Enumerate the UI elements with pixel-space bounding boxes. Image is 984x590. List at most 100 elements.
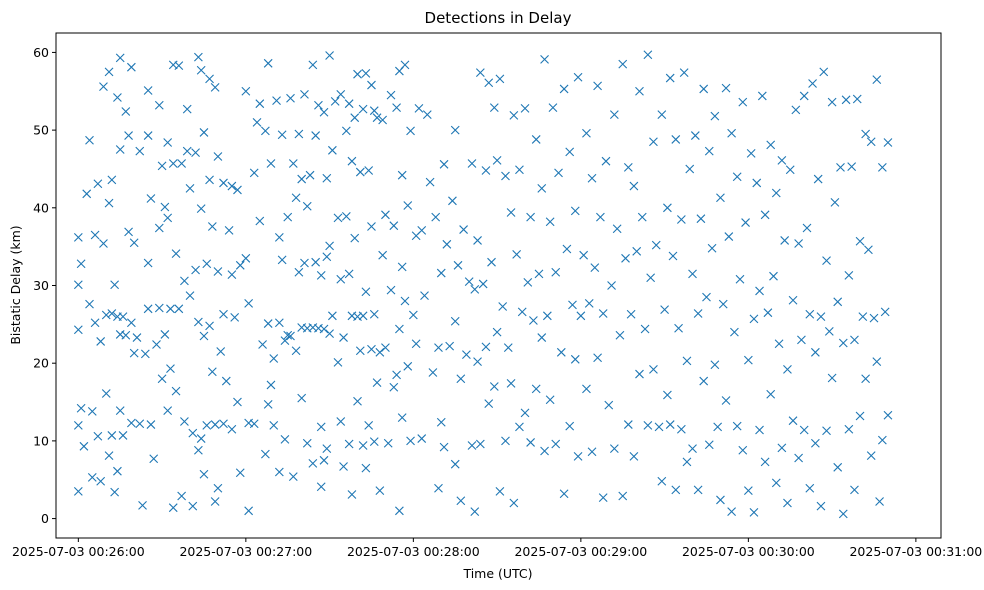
data-point bbox=[135, 419, 145, 429]
data-point bbox=[810, 438, 820, 448]
data-point bbox=[827, 97, 837, 107]
data-point bbox=[632, 246, 642, 256]
data-point bbox=[637, 212, 647, 222]
data-point bbox=[110, 487, 120, 497]
data-point bbox=[802, 223, 812, 233]
data-point bbox=[369, 309, 379, 319]
data-point bbox=[844, 424, 854, 434]
data-point bbox=[880, 307, 890, 317]
data-point bbox=[110, 280, 120, 290]
data-point bbox=[506, 379, 516, 388]
data-point bbox=[805, 309, 815, 319]
data-point bbox=[104, 67, 114, 77]
data-point bbox=[249, 419, 259, 429]
data-point bbox=[375, 486, 385, 495]
chart-title: Detections in Delay bbox=[425, 9, 572, 27]
data-point bbox=[850, 485, 859, 495]
data-point bbox=[361, 287, 371, 297]
data-point bbox=[470, 284, 480, 294]
data-point bbox=[274, 467, 284, 477]
data-point bbox=[316, 422, 326, 432]
data-point bbox=[492, 327, 502, 337]
data-point bbox=[73, 232, 83, 242]
data-point bbox=[763, 308, 773, 318]
data-point bbox=[436, 268, 446, 278]
data-point bbox=[400, 296, 410, 306]
data-point bbox=[805, 483, 815, 493]
data-point bbox=[702, 292, 711, 302]
data-point bbox=[76, 259, 86, 269]
data-point bbox=[559, 84, 569, 94]
data-point bbox=[244, 506, 254, 516]
data-point bbox=[235, 468, 245, 478]
data-point bbox=[797, 335, 806, 345]
data-point bbox=[660, 305, 670, 314]
data-point bbox=[417, 434, 427, 443]
data-point bbox=[367, 344, 376, 354]
data-point bbox=[227, 270, 237, 280]
data-point bbox=[864, 245, 873, 255]
data-point bbox=[219, 309, 228, 319]
data-point bbox=[152, 340, 161, 349]
data-point bbox=[163, 138, 173, 147]
data-point bbox=[319, 455, 329, 465]
data-point bbox=[93, 431, 103, 441]
data-point bbox=[263, 399, 273, 409]
data-point bbox=[182, 104, 192, 114]
data-point bbox=[397, 262, 407, 272]
data-point bbox=[327, 145, 337, 155]
data-point bbox=[794, 453, 804, 463]
data-point bbox=[822, 256, 831, 266]
data-point bbox=[877, 163, 887, 172]
data-point bbox=[456, 496, 466, 506]
data-point bbox=[752, 178, 762, 188]
data-point bbox=[378, 250, 388, 260]
data-point bbox=[113, 93, 122, 102]
data-point bbox=[369, 437, 379, 447]
data-point bbox=[174, 304, 184, 314]
data-point bbox=[629, 181, 639, 191]
data-point bbox=[721, 396, 731, 405]
data-point bbox=[188, 501, 198, 511]
data-point bbox=[615, 330, 625, 340]
data-point bbox=[540, 446, 549, 456]
data-point bbox=[395, 506, 404, 516]
data-point bbox=[288, 159, 298, 168]
data-point bbox=[783, 365, 792, 374]
data-point bbox=[526, 212, 535, 222]
data-point bbox=[593, 81, 602, 91]
data-point bbox=[193, 317, 203, 327]
data-point bbox=[475, 439, 485, 449]
data-point bbox=[604, 400, 614, 410]
data-point bbox=[609, 444, 619, 454]
data-point bbox=[191, 265, 200, 275]
data-point bbox=[350, 233, 360, 243]
data-point bbox=[481, 166, 491, 175]
data-point bbox=[305, 170, 315, 180]
data-point bbox=[255, 99, 265, 109]
data-point bbox=[157, 374, 167, 384]
data-point bbox=[663, 203, 672, 213]
data-point bbox=[467, 159, 477, 168]
data-point bbox=[448, 196, 457, 206]
data-point bbox=[654, 422, 664, 432]
data-point bbox=[855, 411, 865, 421]
data-point bbox=[302, 201, 312, 211]
data-point bbox=[810, 347, 820, 357]
y-tick-label: 50 bbox=[33, 123, 49, 138]
data-point bbox=[749, 314, 759, 324]
data-point bbox=[154, 223, 164, 233]
data-point bbox=[135, 146, 145, 156]
data-point bbox=[760, 210, 770, 220]
data-point bbox=[339, 333, 348, 342]
data-point bbox=[710, 111, 720, 121]
data-point bbox=[347, 156, 357, 166]
data-point bbox=[548, 103, 558, 112]
data-point bbox=[403, 201, 413, 210]
data-point bbox=[224, 225, 234, 235]
data-point bbox=[565, 147, 575, 157]
data-point bbox=[107, 431, 117, 440]
data-point bbox=[210, 497, 220, 506]
data-point bbox=[361, 69, 371, 78]
data-point bbox=[322, 173, 332, 183]
